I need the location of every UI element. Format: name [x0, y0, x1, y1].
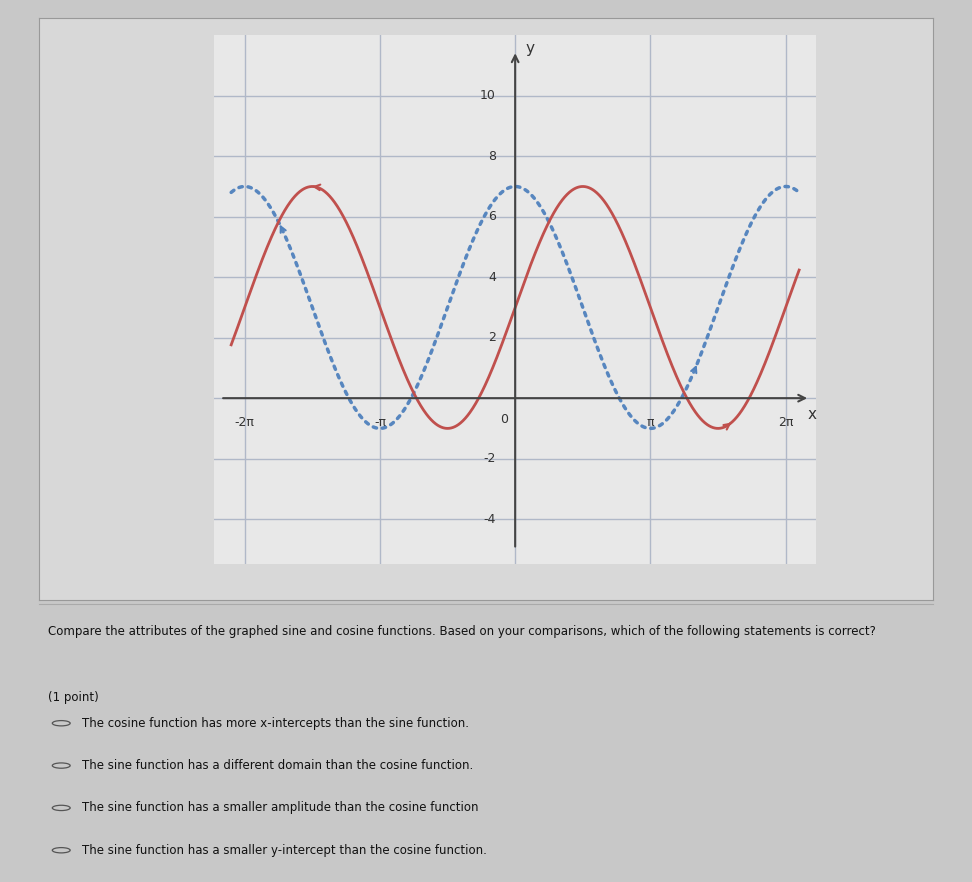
Text: y: y — [526, 41, 535, 56]
Text: x: x — [808, 407, 816, 422]
Text: 6: 6 — [488, 210, 496, 223]
Text: -4: -4 — [483, 512, 496, 526]
Text: 10: 10 — [480, 89, 496, 102]
Text: 4: 4 — [488, 271, 496, 284]
Text: The sine function has a smaller amplitude than the cosine function: The sine function has a smaller amplitud… — [82, 802, 478, 814]
Text: π: π — [646, 416, 654, 430]
Text: -2: -2 — [483, 452, 496, 465]
Text: -2π: -2π — [235, 416, 255, 430]
Text: 2π: 2π — [778, 416, 793, 430]
Text: (1 point): (1 point) — [48, 691, 98, 705]
Text: Compare the attributes of the graphed sine and cosine functions. Based on your c: Compare the attributes of the graphed si… — [48, 625, 876, 639]
Text: The sine function has a different domain than the cosine function.: The sine function has a different domain… — [82, 759, 473, 772]
Text: The sine function has a smaller y-intercept than the cosine function.: The sine function has a smaller y-interc… — [82, 844, 487, 856]
Text: 8: 8 — [488, 150, 496, 163]
Text: -π: -π — [374, 416, 386, 430]
Text: 2: 2 — [488, 331, 496, 344]
Text: 0: 0 — [501, 414, 508, 426]
Text: The cosine function has more x-intercepts than the sine function.: The cosine function has more x-intercept… — [82, 717, 469, 729]
